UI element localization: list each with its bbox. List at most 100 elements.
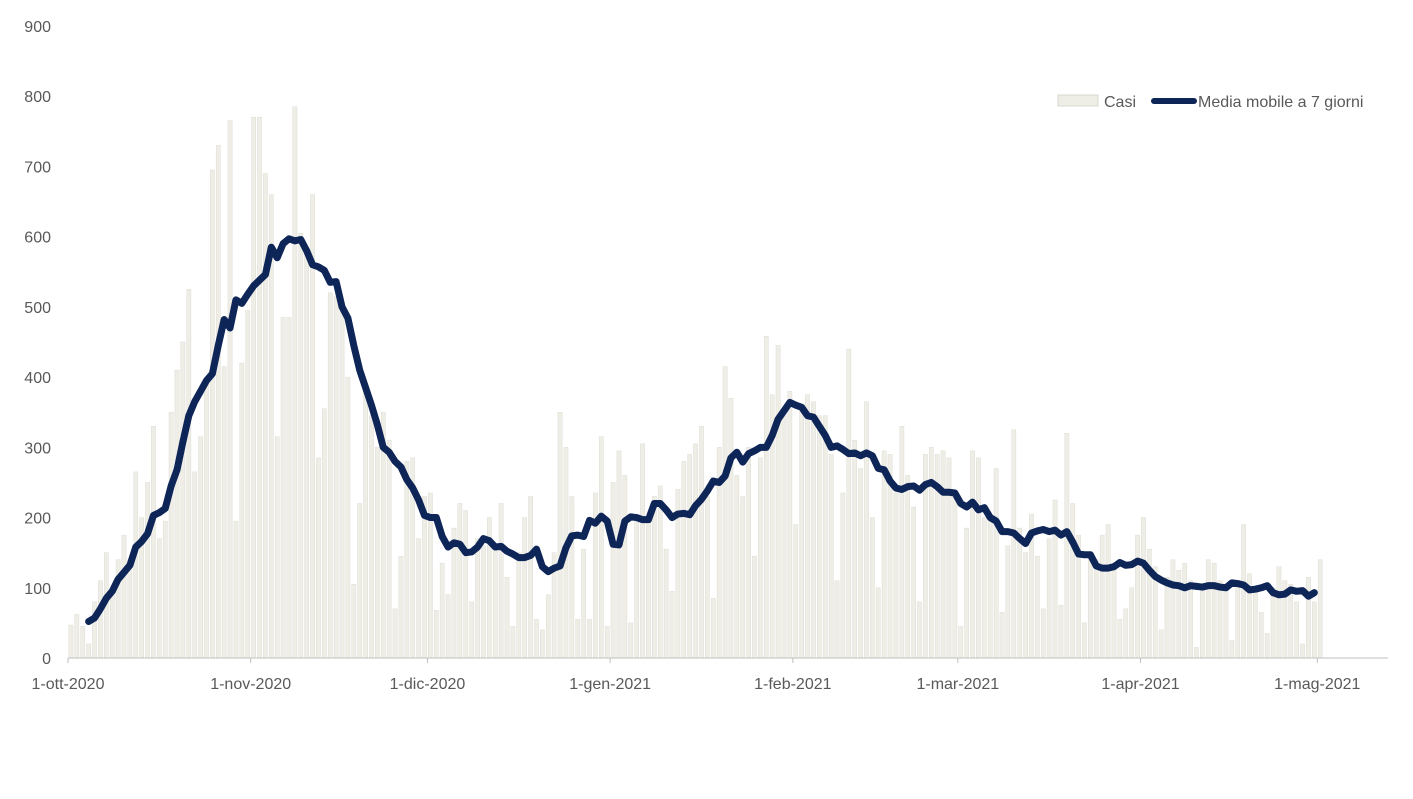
bar bbox=[840, 492, 846, 659]
bar bbox=[987, 513, 993, 659]
bar bbox=[917, 601, 922, 659]
moving-average-line bbox=[85, 235, 1318, 625]
bar bbox=[663, 548, 669, 659]
bar bbox=[669, 591, 675, 659]
bar bbox=[1264, 633, 1270, 659]
bar bbox=[1005, 545, 1011, 659]
bar bbox=[510, 626, 516, 659]
bar bbox=[1099, 534, 1105, 659]
bar bbox=[1182, 563, 1188, 659]
bar bbox=[1288, 584, 1294, 659]
x-tick-label: 1-feb-2021 bbox=[754, 676, 831, 693]
bar bbox=[416, 538, 421, 659]
bar bbox=[799, 405, 804, 659]
bar bbox=[999, 612, 1005, 659]
bar bbox=[404, 461, 410, 659]
bar bbox=[422, 496, 427, 659]
bar bbox=[363, 387, 368, 659]
bar bbox=[964, 527, 969, 659]
bar bbox=[1017, 527, 1023, 659]
bar bbox=[475, 538, 480, 659]
bar bbox=[504, 577, 510, 659]
bar bbox=[905, 475, 911, 659]
legend-label-moving-average: Media mobile a 7 giorni bbox=[1198, 94, 1363, 111]
bar bbox=[257, 117, 262, 659]
bar bbox=[557, 412, 563, 659]
bar bbox=[534, 619, 539, 659]
bar bbox=[304, 250, 309, 659]
bar bbox=[286, 317, 292, 659]
bar bbox=[121, 534, 127, 659]
bar bbox=[970, 450, 975, 659]
bar bbox=[622, 475, 628, 659]
bar bbox=[657, 485, 663, 659]
bar bbox=[581, 548, 586, 659]
x-axis-tick-labels: 1-ott-2020 1-nov-2020 1-dic-2020 1-gen-2021… bbox=[32, 676, 1361, 693]
bar bbox=[375, 447, 380, 659]
bar bbox=[1205, 559, 1211, 659]
bar bbox=[351, 584, 357, 659]
bar bbox=[1105, 524, 1111, 659]
bar bbox=[787, 390, 793, 659]
bar bbox=[616, 450, 622, 659]
bar bbox=[587, 619, 592, 659]
bar bbox=[1111, 566, 1117, 659]
bar bbox=[604, 626, 610, 659]
bar bbox=[1035, 555, 1040, 659]
bar bbox=[433, 610, 439, 659]
bar bbox=[192, 471, 198, 659]
bar bbox=[481, 545, 486, 659]
bar bbox=[693, 443, 698, 659]
bar bbox=[846, 348, 852, 659]
bar bbox=[811, 401, 816, 659]
bar bbox=[728, 397, 734, 659]
y-tick-label: 600 bbox=[24, 230, 51, 247]
bar bbox=[1023, 552, 1028, 659]
bar bbox=[875, 587, 881, 659]
bar bbox=[834, 580, 840, 659]
bar bbox=[316, 457, 321, 659]
x-tick-label: 1-ott-2020 bbox=[32, 676, 105, 693]
bar bbox=[251, 117, 256, 659]
y-tick-label: 200 bbox=[24, 511, 51, 528]
bar bbox=[652, 496, 657, 659]
y-tick-label: 100 bbox=[24, 581, 51, 598]
bar bbox=[498, 503, 504, 659]
x-tick-label: 1-gen-2021 bbox=[569, 676, 651, 693]
bar bbox=[864, 401, 869, 659]
bar bbox=[1070, 503, 1076, 659]
bar bbox=[575, 619, 581, 659]
bar bbox=[1306, 577, 1311, 659]
bar bbox=[1258, 612, 1264, 659]
bar bbox=[722, 366, 728, 659]
bar bbox=[98, 580, 103, 659]
bar bbox=[1270, 587, 1276, 659]
bar bbox=[392, 608, 398, 659]
bar bbox=[746, 447, 751, 659]
bar bbox=[758, 457, 763, 659]
bar bbox=[221, 366, 227, 659]
bar bbox=[1294, 601, 1299, 659]
bar bbox=[793, 524, 799, 659]
bar bbox=[858, 468, 863, 659]
bar bbox=[398, 555, 404, 659]
bar bbox=[233, 520, 239, 659]
bar bbox=[775, 345, 781, 659]
bar bbox=[74, 614, 80, 659]
bar bbox=[492, 545, 498, 659]
bar bbox=[528, 496, 533, 659]
bar bbox=[180, 341, 186, 659]
bar bbox=[1052, 499, 1058, 659]
y-tick-label: 800 bbox=[24, 89, 51, 106]
legend-label-casi: Casi bbox=[1104, 94, 1136, 111]
legend: Casi Media mobile a 7 giorni bbox=[1057, 94, 1363, 111]
bar bbox=[274, 436, 280, 659]
bar bbox=[545, 594, 551, 659]
bar bbox=[457, 503, 463, 659]
bar bbox=[982, 517, 987, 659]
bar bbox=[1011, 429, 1017, 659]
bar bbox=[1058, 605, 1064, 659]
bar bbox=[151, 426, 156, 659]
bar bbox=[598, 436, 604, 659]
bar bbox=[227, 120, 233, 659]
